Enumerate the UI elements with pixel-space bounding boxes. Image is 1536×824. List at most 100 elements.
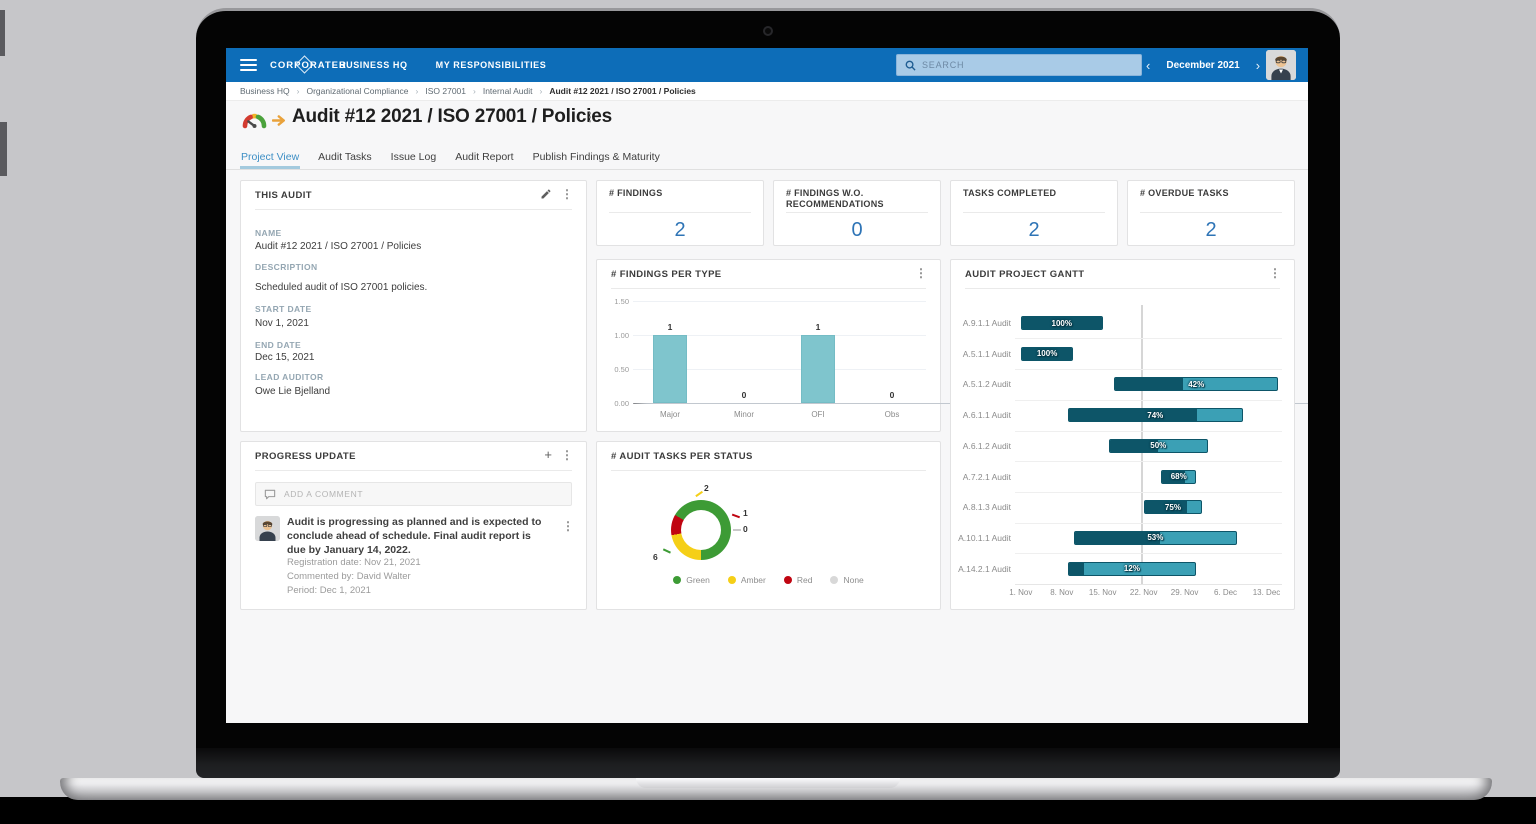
- comment-meta: Registration date: Nov 21, 2021 Commented…: [287, 556, 421, 598]
- bar-value-label: 1: [815, 322, 821, 332]
- gantt-bar[interactable]: 100%: [1020, 346, 1074, 361]
- gantt-bar[interactable]: 53%: [1073, 530, 1238, 545]
- edge-artifact: [0, 10, 5, 56]
- card-title: AUDIT PROJECT GANTT: [965, 269, 1085, 280]
- gantt-bar[interactable]: 42%: [1114, 377, 1279, 392]
- gantt-bar[interactable]: 74%: [1067, 408, 1243, 423]
- audit-tasks-per-status-card: # AUDIT TASKS PER STATUS 2 1 0 6 Green Amber R…: [596, 441, 941, 610]
- x-axis-label: Obs: [884, 410, 900, 419]
- card-more-icon[interactable]: ⋮: [1269, 266, 1281, 280]
- corporater-logo[interactable]: CORPORATER: [270, 60, 347, 71]
- gantt-row-label: A.6.1.2 Audit: [962, 440, 1011, 451]
- legend-item-green[interactable]: Green: [673, 575, 710, 585]
- search-box[interactable]: [896, 54, 1142, 76]
- gantt-bar-complete: [1144, 501, 1188, 514]
- this-audit-card: THIS AUDIT ⋮ NAME Audit #12 2021 / ISO 27…: [240, 180, 587, 432]
- comment-more-icon[interactable]: ⋮: [562, 519, 574, 533]
- legend-label: Amber: [740, 575, 766, 585]
- avatar-image: [1266, 50, 1296, 80]
- kpi-card: # FINDINGS 2: [596, 180, 764, 246]
- tab-project-view[interactable]: Project View: [240, 146, 301, 169]
- y-axis-tick: 1.50: [614, 297, 629, 306]
- card-more-icon[interactable]: ⋮: [915, 266, 927, 280]
- trackpad-notch: [636, 778, 900, 788]
- edit-icon[interactable]: [540, 188, 552, 200]
- legend-dot: [673, 576, 682, 584]
- gantt-row-label: A.9.1.1 Audit: [962, 318, 1011, 328]
- breadcrumb-separator: ›: [415, 86, 419, 96]
- donut-callout-line: [733, 529, 741, 531]
- gantt-bar-complete: [1068, 562, 1084, 575]
- bar[interactable]: [653, 335, 687, 403]
- divider: [611, 288, 926, 289]
- add-comment-icon[interactable]: +: [544, 447, 552, 462]
- legend-item-red[interactable]: Red: [783, 575, 812, 585]
- kpi-label: # FINDINGS: [609, 188, 663, 198]
- page-title: Audit #12 2021 / ISO 27001 / Policies: [292, 106, 612, 127]
- tab-bar: Project View Audit Tasks Issue Log Audit Re…: [226, 146, 1308, 170]
- card-title: PROGRESS UPDATE: [255, 451, 356, 462]
- breadcrumb-item[interactable]: Business HQ: [240, 86, 290, 96]
- divider: [611, 470, 926, 471]
- breadcrumb-item[interactable]: Organizational Compliance: [306, 86, 409, 96]
- breadcrumb: Business HQ › Organizational Compliance › IS…: [226, 82, 1308, 101]
- gantt-bar[interactable]: 100%: [1020, 316, 1103, 330]
- tab-audit-tasks[interactable]: Audit Tasks: [318, 151, 372, 163]
- gantt-bar-complete: [1021, 317, 1102, 329]
- hamburger-menu-icon[interactable]: [240, 59, 257, 71]
- chevron-right-icon[interactable]: ›: [1255, 57, 1261, 73]
- comment-input[interactable]: [284, 489, 563, 499]
- row-separator: [1015, 491, 1282, 493]
- search-icon: [905, 60, 916, 71]
- gantt-row-label: A.8.1.3 Audit: [962, 502, 1011, 513]
- breadcrumb-item[interactable]: ISO 27001: [425, 86, 466, 96]
- nav-item-business-hq[interactable]: BUSINESS HQ: [339, 60, 408, 70]
- gantt-percent-label: 68%: [1170, 472, 1187, 481]
- legend-item-amber[interactable]: Amber: [727, 575, 766, 585]
- card-title: # AUDIT TASKS PER STATUS: [611, 451, 753, 462]
- add-comment-field[interactable]: [255, 482, 572, 506]
- gantt-bar-complete: [1162, 470, 1185, 483]
- gauge-icon: [242, 113, 267, 129]
- bar[interactable]: [801, 335, 835, 403]
- user-avatar[interactable]: [1266, 50, 1296, 80]
- nav-item-my-responsibilities[interactable]: MY RESPONSIBILITIES: [435, 60, 547, 70]
- donut-callout-line: [663, 548, 671, 554]
- donut-ring[interactable]: [671, 500, 731, 560]
- gantt-bar[interactable]: 12%: [1067, 561, 1197, 576]
- search-input[interactable]: [922, 60, 1133, 70]
- breadcrumb-item[interactable]: Internal Audit: [482, 86, 533, 96]
- legend-label: None: [843, 575, 864, 585]
- gantt-bar[interactable]: 50%: [1108, 438, 1208, 453]
- tab-publish-findings-maturity[interactable]: Publish Findings & Maturity: [532, 151, 660, 163]
- gantt-bar[interactable]: 75%: [1143, 500, 1203, 515]
- card-more-icon[interactable]: ⋮: [561, 187, 573, 201]
- tab-issue-log[interactable]: Issue Log: [390, 151, 437, 163]
- gantt-percent-label: 53%: [1147, 533, 1164, 543]
- chart-legend: Green Amber Red None: [597, 575, 940, 585]
- kpi-value: 2: [674, 218, 686, 241]
- breadcrumb-item[interactable]: Audit #12 2021 / ISO 27001 / Policies: [549, 86, 696, 96]
- card-more-icon[interactable]: ⋮: [561, 448, 573, 462]
- period-label[interactable]: December 2021: [1166, 59, 1240, 71]
- tab-audit-report[interactable]: Audit Report: [455, 151, 514, 163]
- page-more-icon[interactable]: ⋮: [584, 110, 596, 124]
- gantt-bar-complete: [1115, 378, 1184, 391]
- gantt-percent-label: 74%: [1147, 410, 1164, 420]
- divider: [255, 470, 572, 471]
- field-label: END DATE: [255, 340, 302, 350]
- gantt-percent-label: 75%: [1164, 502, 1181, 512]
- commenter-avatar: [255, 516, 280, 541]
- divider: [786, 212, 928, 213]
- bar-value-label: 0: [741, 390, 747, 400]
- gantt-row-label: A.7.2.1 Audit: [962, 471, 1011, 482]
- gantt-bar[interactable]: 68%: [1161, 469, 1197, 484]
- chevron-left-icon[interactable]: ‹: [1146, 57, 1151, 73]
- kpi-value: 2: [1028, 218, 1040, 241]
- gantt-percent-label: 100%: [1036, 349, 1058, 359]
- bar-value-label: 1: [667, 322, 673, 332]
- legend-dot: [727, 576, 736, 584]
- donut-value-label: 6: [653, 552, 658, 562]
- legend-item-none[interactable]: None: [830, 575, 864, 585]
- divider: [1140, 212, 1282, 213]
